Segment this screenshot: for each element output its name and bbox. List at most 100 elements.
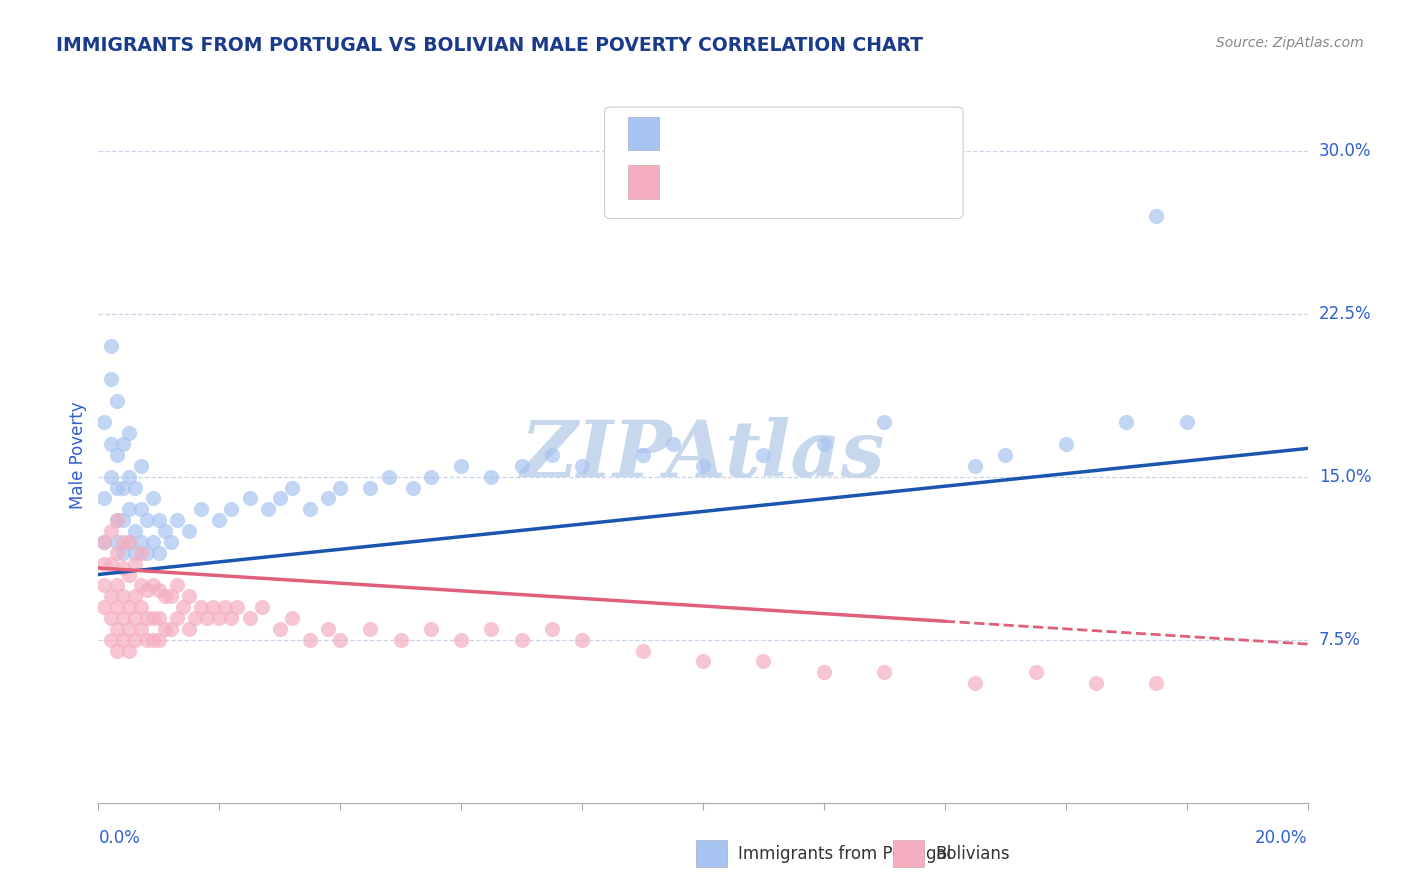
Point: [100, 589, 122, 603]
Point: [177, 589, 201, 603]
Point: [329, 481, 352, 495]
Point: [129, 502, 152, 516]
Point: [100, 372, 122, 386]
Point: [118, 622, 141, 636]
Point: [256, 502, 278, 516]
Point: [269, 622, 291, 636]
Point: [160, 622, 183, 636]
Point: [105, 600, 128, 615]
Point: [184, 611, 207, 625]
Point: [402, 481, 425, 495]
Point: [105, 513, 128, 527]
Point: [965, 458, 987, 473]
Point: [752, 655, 775, 669]
Point: [450, 458, 472, 473]
Point: [281, 481, 304, 495]
Point: [111, 632, 134, 647]
Point: [540, 448, 562, 462]
Point: [105, 622, 128, 636]
Text: 7.5%: 7.5%: [1319, 631, 1361, 648]
Point: [148, 513, 170, 527]
Point: [111, 535, 134, 549]
Point: [105, 578, 128, 592]
Point: [389, 632, 412, 647]
Point: [129, 535, 152, 549]
Text: R =: R =: [668, 125, 704, 143]
Point: [177, 524, 201, 538]
Point: [631, 643, 654, 657]
Point: [1024, 665, 1046, 680]
Point: [299, 632, 322, 647]
Point: [100, 611, 122, 625]
Point: [226, 600, 249, 615]
Point: [148, 611, 170, 625]
Point: [172, 600, 194, 615]
Point: [93, 578, 115, 592]
Point: [105, 643, 128, 657]
Point: [873, 665, 896, 680]
Point: [100, 339, 122, 353]
Point: [1144, 209, 1167, 223]
Point: [93, 535, 115, 549]
Point: [100, 557, 122, 571]
Point: [540, 622, 562, 636]
Point: [111, 611, 134, 625]
Point: [813, 665, 835, 680]
Point: [269, 491, 291, 506]
Text: R =: R =: [668, 173, 704, 191]
Point: [129, 458, 152, 473]
Point: [148, 546, 170, 560]
Point: [142, 491, 165, 506]
Point: [1115, 415, 1137, 429]
Point: [873, 415, 896, 429]
Point: [481, 622, 503, 636]
Text: N = 83: N = 83: [806, 173, 863, 191]
Point: [111, 546, 134, 560]
Point: [129, 622, 152, 636]
Point: [510, 458, 533, 473]
Point: [124, 611, 146, 625]
Point: [124, 481, 146, 495]
Point: [105, 546, 128, 560]
Point: [571, 458, 593, 473]
Text: -0.076: -0.076: [710, 173, 769, 191]
Point: [377, 469, 399, 483]
Point: [100, 437, 122, 451]
Point: [105, 481, 128, 495]
Point: [177, 622, 201, 636]
Text: ZIPAtlas: ZIPAtlas: [520, 417, 886, 493]
Point: [329, 632, 352, 647]
Point: [129, 546, 152, 560]
Point: [208, 611, 231, 625]
Text: Bolivians: Bolivians: [935, 845, 1010, 863]
Point: [118, 567, 141, 582]
Point: [419, 622, 441, 636]
Point: [202, 600, 225, 615]
Point: [481, 469, 503, 483]
Point: [214, 600, 236, 615]
Point: [160, 589, 183, 603]
Point: [190, 600, 212, 615]
Point: [105, 448, 128, 462]
Text: Immigrants from Portugal: Immigrants from Portugal: [738, 845, 952, 863]
Point: [135, 582, 157, 597]
Point: [994, 448, 1017, 462]
Point: [93, 491, 115, 506]
Text: 15.0%: 15.0%: [1319, 467, 1371, 485]
Point: [129, 600, 152, 615]
Point: [153, 524, 176, 538]
Point: [281, 611, 304, 625]
Point: [965, 676, 987, 690]
Point: [135, 546, 157, 560]
Point: [105, 535, 128, 549]
Point: [250, 600, 273, 615]
Point: [100, 632, 122, 647]
Point: [360, 481, 382, 495]
Point: [450, 632, 472, 647]
Point: [631, 448, 654, 462]
Text: 0.308: 0.308: [710, 125, 762, 143]
Point: [118, 535, 141, 549]
Point: [510, 632, 533, 647]
Point: [190, 502, 212, 516]
Point: [692, 458, 714, 473]
